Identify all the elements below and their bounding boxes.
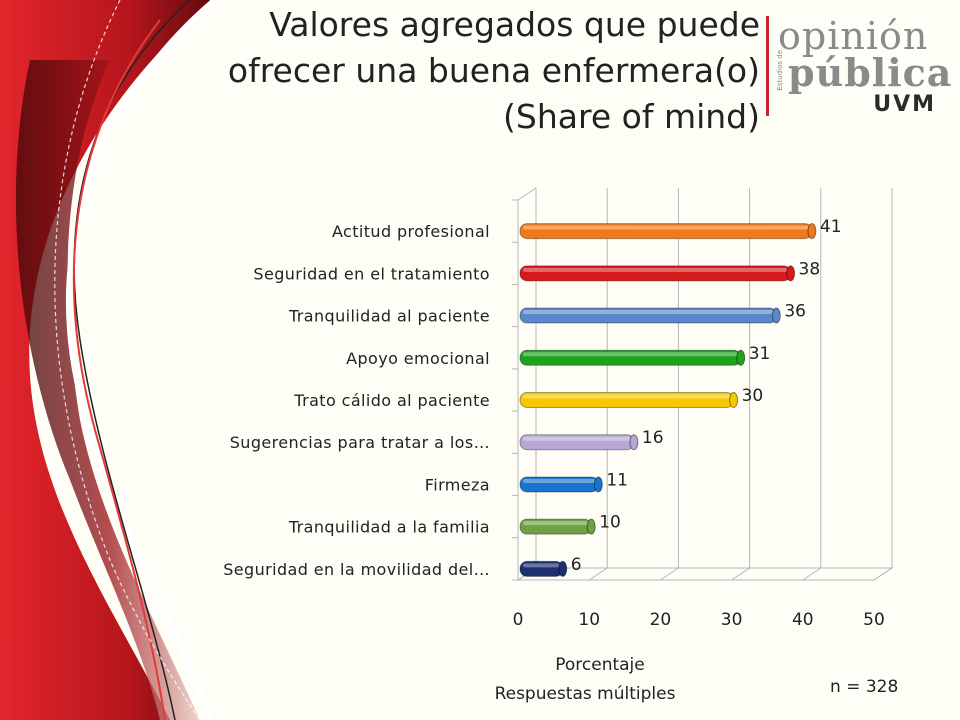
chart-title: Valores agregados que puede ofrecer una … xyxy=(200,2,760,140)
bar-cap-2 xyxy=(771,307,781,324)
bar-cap-5 xyxy=(629,434,639,451)
data-label-7: 10 xyxy=(599,513,621,533)
x-tick-label-5: 50 xyxy=(863,610,885,630)
x-tick-label-1: 10 xyxy=(578,610,600,630)
data-label-0: 41 xyxy=(820,217,842,237)
bar-cap-0 xyxy=(807,223,817,240)
category-label-3: Apoyo emocional xyxy=(346,349,490,368)
logo-line-2: pública xyxy=(788,50,953,95)
grid-foot-4 xyxy=(802,567,822,581)
category-label-4: Trato cálido al paciente xyxy=(293,391,490,410)
title-line-2: ofrecer una buena enfermera(o) xyxy=(227,51,760,90)
bar-cap-6 xyxy=(593,476,603,493)
data-label-8: 6 xyxy=(571,555,582,575)
logo-divider xyxy=(766,16,769,116)
category-label-5: Sugerencias para tratar a los… xyxy=(230,433,490,452)
grid-foot-3 xyxy=(731,567,750,581)
data-label-4: 30 xyxy=(742,386,764,406)
category-label-2: Tranquilidad al paciente xyxy=(288,307,490,326)
bar-cap-1 xyxy=(786,265,796,282)
data-label-2: 36 xyxy=(784,302,806,322)
bar-highlight-6 xyxy=(523,478,596,483)
category-label-0: Actitud profesional xyxy=(332,222,490,241)
data-label-3: 31 xyxy=(749,344,771,364)
category-label-8: Seguridad en la movilidad del… xyxy=(223,560,490,579)
bar-highlight-8 xyxy=(523,563,560,568)
logo-line-3: UVM xyxy=(873,92,936,117)
x-tick-label-4: 40 xyxy=(792,610,814,630)
x-tick-label-2: 20 xyxy=(650,610,672,630)
x-tick-label-0: 0 xyxy=(513,610,524,630)
bar-highlight-2 xyxy=(523,310,774,315)
x-axis-sublabel: Respuestas múltiples xyxy=(494,684,676,704)
sample-size-note: n = 328 xyxy=(830,677,899,697)
bar-cap-3 xyxy=(736,349,746,366)
bar-highlight-1 xyxy=(523,267,788,272)
title-line-1: Valores agregados que puede xyxy=(269,5,760,44)
title-line-3: (Share of mind) xyxy=(503,97,760,136)
bar-cap-8 xyxy=(558,560,568,577)
logo-line-1: opinión xyxy=(778,14,929,58)
bar-cap-7 xyxy=(586,518,596,535)
bar-highlight-4 xyxy=(523,394,731,399)
bar-highlight-7 xyxy=(523,521,589,526)
bar-cap-4 xyxy=(729,392,739,408)
x-axis-label: Porcentaje xyxy=(555,655,645,675)
grid-foot-2 xyxy=(660,567,679,581)
data-label-5: 16 xyxy=(642,428,664,448)
opinion-publica-uvm-logo: Estudios de opinión pública UVM xyxy=(766,14,951,118)
x-tick-label-3: 30 xyxy=(721,610,743,630)
bar-highlight-3 xyxy=(523,352,738,357)
category-label-1: Seguridad en el tratamiento xyxy=(253,264,490,283)
data-label-6: 11 xyxy=(606,470,628,490)
category-label-6: Firmeza xyxy=(425,475,490,494)
grid-foot-5 xyxy=(873,567,893,581)
bar-highlight-0 xyxy=(523,225,809,230)
category-label-7: Tranquilidad a la familia xyxy=(288,518,490,537)
data-label-1: 38 xyxy=(799,259,821,279)
bar-highlight-5 xyxy=(523,436,631,441)
grid-foot-1 xyxy=(588,567,608,581)
